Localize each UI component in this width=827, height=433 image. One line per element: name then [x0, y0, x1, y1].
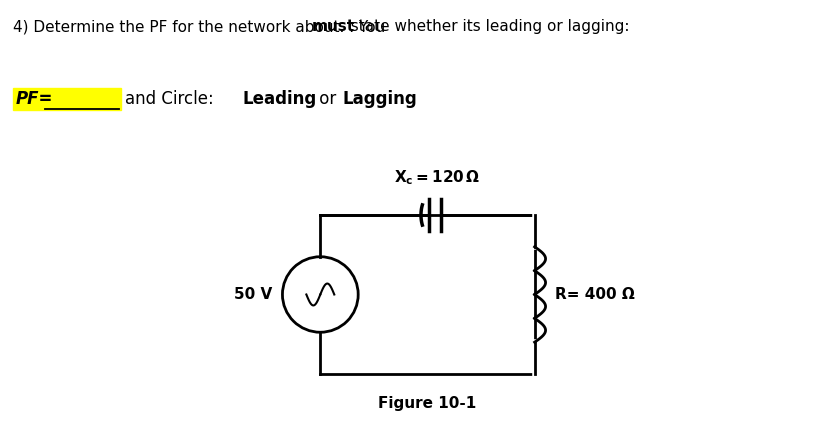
Text: state whether its leading or lagging:: state whether its leading or lagging: — [340, 19, 629, 34]
Text: Leading: Leading — [242, 90, 317, 108]
Text: PF=: PF= — [16, 90, 53, 108]
Text: or: or — [314, 90, 342, 108]
FancyBboxPatch shape — [13, 88, 121, 110]
Text: $\mathbf{X_c}$$\mathbf{= 120\,\Omega}$: $\mathbf{X_c}$$\mathbf{= 120\,\Omega}$ — [394, 168, 480, 187]
Text: 4) Determine the PF for the network about. . You: 4) Determine the PF for the network abou… — [13, 19, 390, 34]
Text: R= 400 Ω: R= 400 Ω — [554, 287, 633, 302]
Text: 50 V: 50 V — [234, 287, 272, 302]
Text: and Circle:: and Circle: — [125, 90, 218, 108]
Text: must: must — [312, 19, 355, 34]
Text: Lagging: Lagging — [342, 90, 417, 108]
Text: Figure 10-1: Figure 10-1 — [378, 396, 476, 411]
